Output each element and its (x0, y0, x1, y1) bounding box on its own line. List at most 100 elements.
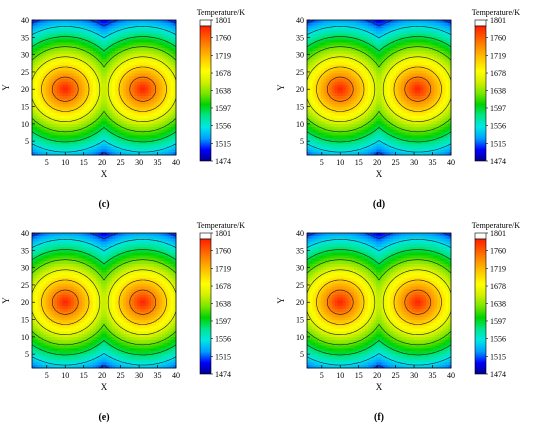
heat-cell (151, 31, 154, 34)
heat-cell (151, 20, 154, 23)
heat-cell (421, 28, 424, 31)
heat-cell (329, 104, 332, 107)
heat-cell (412, 93, 415, 96)
heat-cell (157, 73, 160, 76)
heat-cell (93, 110, 96, 113)
heat-cell (390, 104, 393, 107)
heat-cell (335, 93, 338, 96)
heat-cell (415, 79, 418, 82)
heat-cell (390, 96, 393, 99)
heat-cell (85, 43, 88, 46)
heat-cell (148, 104, 151, 107)
heat-cell (443, 93, 446, 96)
heat-cell (65, 116, 68, 119)
heat-cell (162, 65, 165, 68)
heat-cell (315, 118, 318, 121)
heat-cell (432, 110, 435, 113)
heat-cell (398, 85, 401, 88)
heat-cell (112, 93, 115, 96)
heat-cell (118, 68, 121, 71)
heat-cell (134, 135, 137, 138)
heat-cell (329, 40, 332, 43)
heat-cell (421, 54, 424, 57)
heat-cell (445, 65, 448, 68)
heat-cell (315, 26, 318, 29)
heat-cell (90, 149, 93, 152)
heat-cell (365, 102, 368, 105)
heat-cell (396, 82, 399, 85)
heat-cell (415, 107, 418, 110)
heat-cell (362, 34, 365, 37)
heat-cell (162, 82, 165, 85)
heat-cell (132, 110, 135, 113)
heat-cell (87, 20, 90, 23)
heat-cell (407, 76, 410, 79)
heat-cell (346, 31, 349, 34)
heat-cell (415, 96, 418, 99)
x-tick-label: 15 (80, 158, 88, 167)
heat-cell (71, 31, 74, 34)
heat-cell (148, 85, 151, 88)
heat-cell (409, 144, 412, 147)
heat-cell (65, 104, 68, 107)
heat-cell (137, 40, 140, 43)
heat-cell (71, 135, 74, 138)
heat-cell (426, 71, 429, 74)
heat-cell (123, 76, 126, 79)
heat-cell (368, 51, 371, 54)
heat-cell (76, 141, 79, 144)
heat-cell (35, 40, 38, 43)
heat-cell (170, 45, 173, 48)
heat-cell (76, 133, 79, 136)
heat-cell (387, 127, 390, 130)
heat-cell (426, 31, 429, 34)
heat-cell (337, 82, 340, 85)
heat-cell (79, 82, 82, 85)
heat-cell (79, 113, 82, 116)
heat-cell (115, 85, 118, 88)
heat-cell (337, 96, 340, 99)
heat-cell (373, 71, 376, 74)
heat-cell (421, 102, 424, 105)
heat-cell (307, 107, 310, 110)
heat-cell (426, 104, 429, 107)
heat-cell (357, 141, 360, 144)
heat-cell (165, 149, 168, 152)
heat-cell (162, 107, 165, 110)
heat-cell (162, 54, 165, 57)
heat-cell (85, 71, 88, 74)
heat-cell (412, 54, 415, 57)
heat-cell (43, 118, 46, 121)
heat-cell (146, 124, 149, 127)
heat-cell (382, 118, 385, 121)
heat-cell (324, 93, 327, 96)
heat-cell (313, 138, 316, 141)
heat-cell (96, 88, 99, 91)
heat-cell (162, 45, 165, 48)
heat-cell (40, 20, 43, 23)
heat-cell (68, 127, 71, 130)
heat-cell (35, 127, 38, 130)
heat-cell (440, 48, 443, 51)
heat-cell (412, 90, 415, 93)
heat-cell (412, 124, 415, 127)
heat-cell (354, 107, 357, 110)
heat-cell (98, 51, 101, 54)
heat-cell (368, 65, 371, 68)
heat-cell (426, 135, 429, 138)
heat-cell (437, 149, 440, 152)
heat-cell (404, 96, 407, 99)
heat-cell (412, 144, 415, 147)
heat-cell (423, 124, 426, 127)
heat-cell (65, 127, 68, 130)
heat-cell (387, 141, 390, 144)
heat-cell (112, 90, 115, 93)
heat-cell (393, 118, 396, 121)
heat-cell (379, 57, 382, 60)
heat-cell (82, 23, 85, 26)
heat-cell (154, 113, 157, 116)
heat-cell (343, 48, 346, 51)
heat-cell (126, 73, 129, 76)
heat-cell (385, 90, 388, 93)
heat-cell (407, 147, 410, 150)
